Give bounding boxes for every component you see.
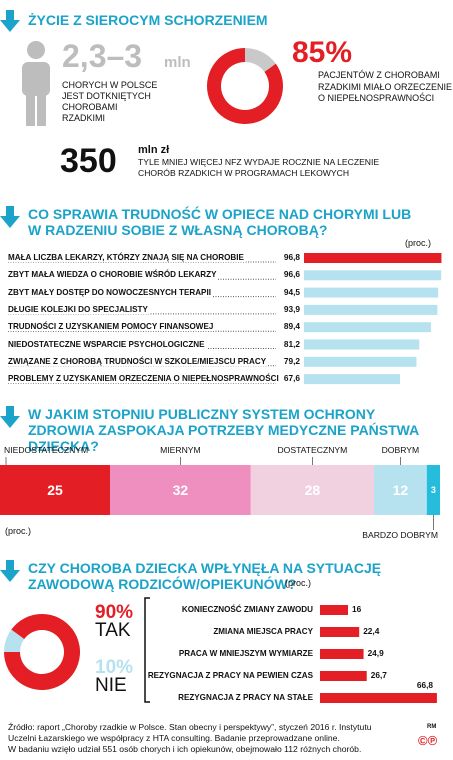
bar — [304, 287, 439, 298]
chart-title: CO SPRAWIA TRUDNOŚĆ W OPIECE NAD CHORYMI… — [28, 206, 412, 238]
legend-label: DOSTATECZNYM — [277, 445, 348, 455]
donut-segment — [207, 48, 283, 124]
bar-segment — [110, 465, 251, 515]
source-line: Uczelni Łazarskiego we współpracy z HTA … — [8, 733, 340, 743]
bar — [320, 627, 360, 637]
section-title: ŻYCIE Z SIEROCYM SCHORZENIEM — [28, 12, 268, 28]
value-label: 32 — [172, 481, 189, 498]
donut-segment — [4, 629, 25, 652]
big-number: 2,3–3 — [62, 38, 143, 74]
value-label: 28 — [304, 481, 321, 498]
unit: mln zł — [138, 144, 170, 156]
donut-segment — [245, 48, 276, 72]
legend-label: MIERNYM — [160, 445, 201, 455]
legend-label: NIEDOSTATECZNYM — [4, 445, 89, 455]
legend-label: DOBRYM — [381, 445, 420, 455]
arrow-icon — [0, 206, 20, 228]
bar — [304, 339, 420, 350]
value-label: 16 — [352, 604, 362, 614]
category-label: NIEDOSTATECZNE WSPARCIE PSYCHOLOGICZNE — [8, 339, 207, 349]
bar — [304, 270, 442, 281]
person-body — [22, 62, 50, 96]
value-label: 94,5 — [281, 286, 300, 298]
unit-label: (proc.) — [285, 578, 312, 588]
chart-title: CZY CHOROBA DZIECKA WPŁYNĘŁA NA SYTUACJĘ… — [28, 560, 382, 592]
value-label: 3 — [430, 484, 436, 495]
value-label: 24,9 — [367, 648, 384, 658]
value-label: 96,6 — [281, 269, 300, 280]
person-leg — [26, 92, 35, 126]
value-label: 90% — [95, 602, 134, 623]
category-label: REZYGNACJA Z PRACY NA STAŁE — [178, 693, 313, 702]
author: RM — [427, 724, 437, 730]
fact-text: CHOROBAMI — [62, 102, 118, 112]
copyright: ©℗ — [418, 733, 438, 748]
value-label: 25 — [47, 481, 63, 498]
bar-segment — [374, 465, 427, 515]
person-head — [27, 41, 45, 59]
category-label: NIE — [95, 675, 127, 696]
value-label: 26,7 — [370, 670, 387, 680]
category-label: PACJENTÓW Z CHOROBAMI RZADKIMI MIAŁO ORZ… — [318, 70, 453, 103]
fact-text: JEST DOTKNIĘTYCH — [62, 91, 151, 101]
category-label: REZYGNACJA Z PRACY NA PEWIEN CZAS — [147, 671, 313, 680]
value-label: 79,2 — [281, 355, 300, 367]
category-label: ZMIANA MIEJSCA PRACY — [213, 627, 313, 636]
chart-title: W JAKIM STOPNIU PUBLICZNY SYSTEM OCHRONY… — [28, 406, 419, 454]
person-icon — [22, 41, 50, 126]
unit-label: (proc.) — [405, 238, 432, 248]
category-label: KONIECZNOŚĆ ZMIANY ZAWODU — [181, 605, 313, 614]
person-leg — [37, 92, 46, 126]
unit-label: (proc.) — [5, 526, 32, 536]
bar — [320, 649, 364, 659]
category-label: PROBLEMY Z UZYSKANIEM ORZECZENIA O NIEPE… — [8, 374, 281, 384]
category-label: ZBYT MAŁA WIEDZA O CHOROBIE WŚRÓD LEKARZ… — [8, 270, 219, 280]
value-label: 12 — [392, 481, 409, 498]
value-label: 81,2 — [281, 338, 300, 350]
legend-label: BARDZO DOBRYM — [362, 530, 438, 540]
arrow-icon — [0, 560, 20, 582]
value-label: 22,4 — [363, 626, 380, 636]
source: Źródło: raport „Choroby rzadkie w Polsce… — [8, 722, 372, 755]
bar — [320, 693, 437, 703]
bar-segment — [0, 465, 110, 515]
bar — [304, 356, 417, 367]
value-label: 85% — [292, 36, 353, 69]
category-label: TAK — [95, 620, 131, 641]
big-number: 350 — [60, 142, 117, 180]
category-label: ZBYT MAŁY DOSTĘP DO NOWOCZESNYCH TERAPII — [8, 287, 213, 297]
bracket — [144, 597, 150, 703]
bar-segment — [250, 465, 374, 515]
donut-segment — [4, 614, 81, 691]
fact-text: CHORÓB RZADKICH W PROGRAMACH LEKOWYCH — [138, 168, 350, 178]
arrow-icon — [0, 10, 20, 32]
category-label: PRACA W MNIEJSZYM WYMIARZE — [178, 649, 313, 658]
bar-segment — [426, 465, 440, 515]
bar — [320, 605, 348, 615]
category-label: MAŁA LICZBA LEKARZY, KTÓRZY ZNAJĄ SIĘ NA… — [8, 253, 246, 263]
bar — [304, 322, 431, 333]
category-label: DŁUGIE KOLEJKI DO SPECJALISTY — [8, 304, 150, 315]
value-label: 96,8 — [281, 252, 300, 263]
value-label: 67,6 — [281, 373, 300, 384]
bar — [304, 374, 400, 385]
unit: mln — [164, 54, 191, 71]
section-arrows — [0, 10, 20, 582]
bar — [304, 304, 438, 315]
source-line: W badaniu wzięło udział 551 osób chorych… — [8, 744, 362, 754]
arrow-icon — [0, 406, 20, 428]
value-label: 10% — [95, 657, 134, 678]
category-label: TRUDNOŚCI Z UZYSKANIEM POMOCY FINANSOWEJ — [8, 322, 216, 332]
source-line: Źródło: raport „Choroby rzadkie w Polsce… — [8, 722, 372, 732]
fact-text: CHORYCH W POLSCE — [62, 80, 158, 90]
fact-text: RZADKIMI — [62, 113, 106, 123]
bar — [304, 253, 442, 263]
value-label: 89,4 — [281, 321, 300, 332]
value-label: 93,9 — [281, 303, 300, 315]
value-label: 66,8 — [416, 680, 434, 690]
bar — [320, 671, 367, 681]
category-label: ZWIĄZANE Z CHOROBĄ TRUDNOŚCI W SZKOLE/MI… — [8, 356, 269, 367]
fact-text: TYLE MNIEJ WIĘCEJ NFZ WYDAJE ROCZNIE NA … — [138, 157, 380, 167]
